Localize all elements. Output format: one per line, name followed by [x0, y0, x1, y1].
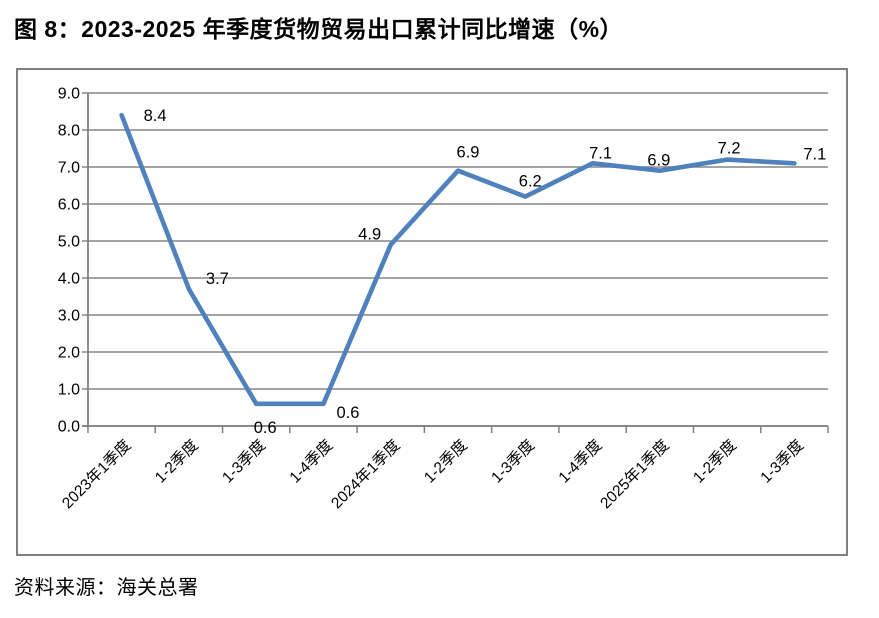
chart-frame: 0.0 1.0 2.0 3.0 4.0 5.0 6.0 7.0 8.0 9.0 2023年1季度 1-… — [16, 68, 848, 556]
x-axis-tick-label: 2023年1季度 — [58, 436, 134, 512]
y-axis-tick-label: 1.0 — [58, 382, 80, 399]
data-point-label: 6.2 — [519, 173, 542, 191]
data-point-label: 7.2 — [718, 140, 741, 158]
y-axis-tick-label: 3.0 — [58, 308, 80, 325]
x-axis-tick-label: 1-3季度 — [219, 436, 269, 486]
page-title: 图 8：2023-2025 年季度货物贸易出口累计同比增速（%） — [14, 16, 624, 42]
y-axis-tick-label: 7.0 — [58, 160, 80, 177]
x-axis-tick-label: 1-2季度 — [151, 436, 201, 486]
series-line — [119, 112, 797, 407]
data-point-label: 4.9 — [358, 226, 381, 244]
x-axis-tick-label: 1-2季度 — [420, 436, 470, 486]
data-point-label: 6.9 — [647, 152, 670, 170]
data-point-label: 7.1 — [803, 145, 826, 163]
x-axis-tick-label: 1-4季度 — [555, 436, 605, 486]
data-point-label: 6.9 — [457, 144, 480, 162]
data-point-label: 7.1 — [589, 144, 612, 162]
source-note: 资料来源：海关总署 — [14, 577, 199, 599]
y-axis-tick-label: 8.0 — [58, 123, 80, 140]
x-axis-tick-label: 1-2季度 — [689, 436, 739, 486]
x-axis-tick-label: 1-3季度 — [757, 436, 807, 486]
y-axis-tick-label: 0.0 — [58, 419, 80, 436]
data-point-label: 0.6 — [336, 404, 359, 422]
data-point-label: 8.4 — [144, 107, 167, 125]
x-axis-tick-label: 2024年1季度 — [327, 436, 403, 512]
x-axis-tick-label: 2025年1季度 — [597, 436, 673, 512]
y-axis-tick-label: 6.0 — [58, 197, 80, 214]
data-point-label: 3.7 — [206, 270, 229, 288]
data-point-label: 0.6 — [254, 419, 277, 437]
x-axis-tick-label: 1-4季度 — [286, 436, 336, 486]
y-axis-tick-label: 2.0 — [58, 345, 80, 362]
y-axis-tick-label: 9.0 — [58, 86, 80, 103]
y-axis-tick-label: 5.0 — [58, 234, 80, 251]
y-axis-tick-label: 4.0 — [58, 271, 80, 288]
x-axis-tick-label: 1-3季度 — [488, 436, 538, 486]
line-chart: 0.0 1.0 2.0 3.0 4.0 5.0 6.0 7.0 8.0 9.0 2023年1季度 1-… — [58, 86, 829, 512]
